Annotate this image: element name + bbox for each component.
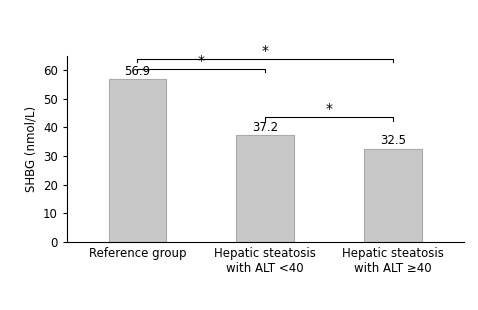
Text: 56.9: 56.9 [124, 64, 151, 78]
Text: *: * [326, 102, 333, 116]
Text: 32.5: 32.5 [380, 134, 406, 147]
Bar [364, 149, 422, 242]
Bar [237, 135, 294, 242]
Text: *: * [262, 43, 269, 58]
Bar [109, 79, 166, 242]
Text: 37.2: 37.2 [252, 121, 278, 134]
Text: *: * [198, 54, 205, 68]
Y-axis label: SHBG (nmol/L): SHBG (nmol/L) [24, 106, 37, 192]
